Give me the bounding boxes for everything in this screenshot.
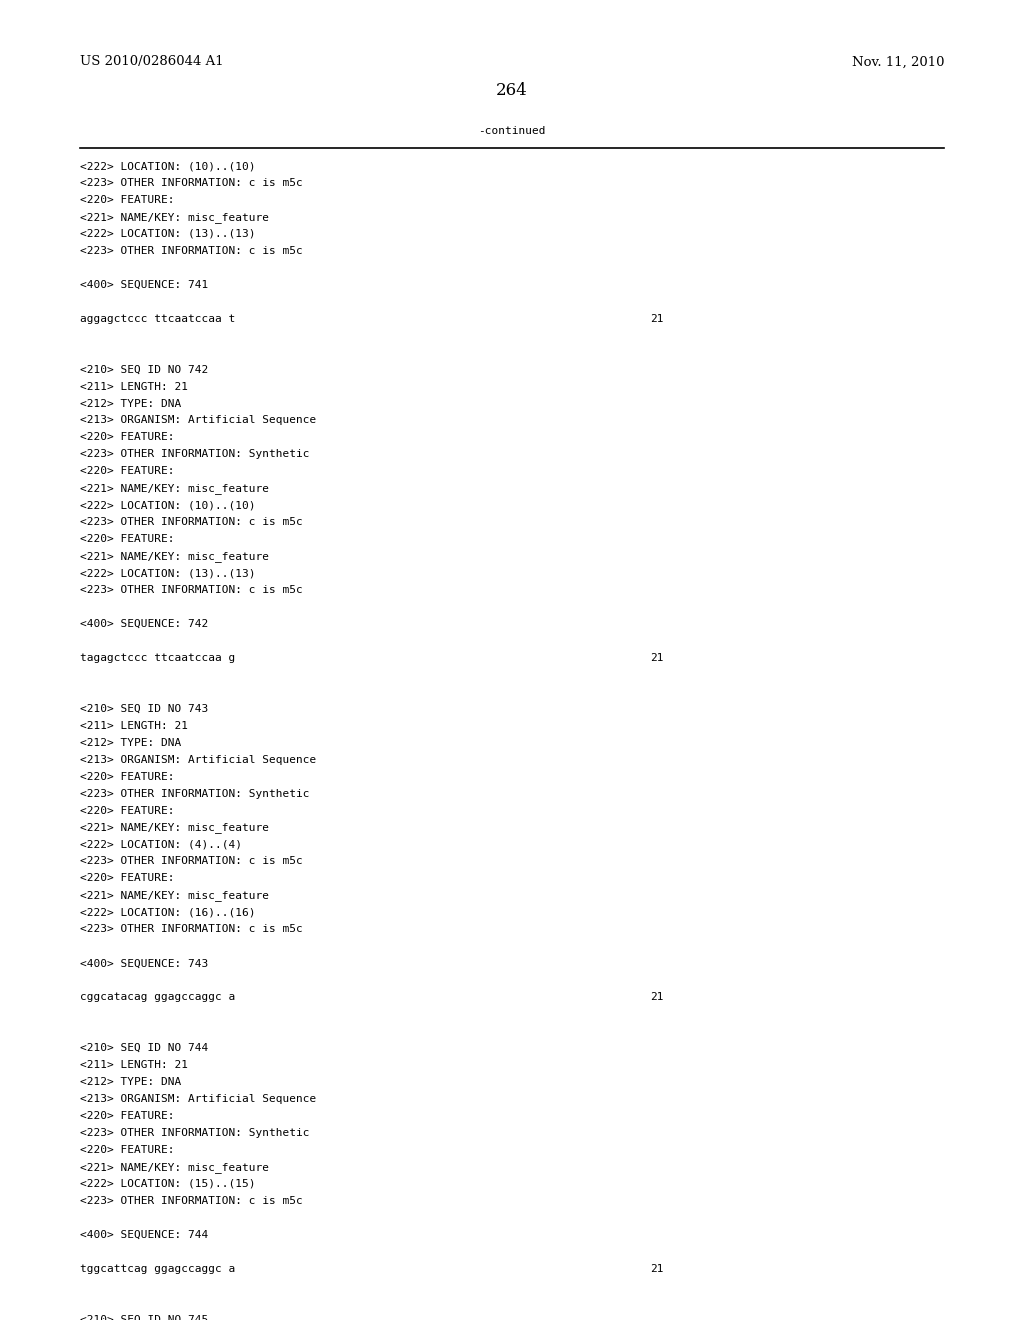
Text: 264: 264 [496,82,528,99]
Text: <400> SEQUENCE: 744: <400> SEQUENCE: 744 [80,1230,208,1239]
Text: <222> LOCATION: (15)..(15): <222> LOCATION: (15)..(15) [80,1179,255,1189]
Text: <210> SEQ ID NO 742: <210> SEQ ID NO 742 [80,364,208,375]
Text: <220> FEATURE:: <220> FEATURE: [80,535,174,544]
Text: <211> LENGTH: 21: <211> LENGTH: 21 [80,1060,187,1071]
Text: <213> ORGANISM: Artificial Sequence: <213> ORGANISM: Artificial Sequence [80,416,316,425]
Text: <223> OTHER INFORMATION: Synthetic: <223> OTHER INFORMATION: Synthetic [80,1127,309,1138]
Text: <223> OTHER INFORMATION: c is m5c: <223> OTHER INFORMATION: c is m5c [80,246,303,256]
Text: <400> SEQUENCE: 743: <400> SEQUENCE: 743 [80,958,208,969]
Text: <212> TYPE: DNA: <212> TYPE: DNA [80,738,181,747]
Text: <213> ORGANISM: Artificial Sequence: <213> ORGANISM: Artificial Sequence [80,755,316,764]
Text: <221> NAME/KEY: misc_feature: <221> NAME/KEY: misc_feature [80,483,269,494]
Text: <223> OTHER INFORMATION: c is m5c: <223> OTHER INFORMATION: c is m5c [80,1196,303,1205]
Text: <222> LOCATION: (4)..(4): <222> LOCATION: (4)..(4) [80,840,242,850]
Text: <222> LOCATION: (10)..(10): <222> LOCATION: (10)..(10) [80,500,255,511]
Text: <220> FEATURE:: <220> FEATURE: [80,195,174,205]
Text: cggcatacag ggagccaggc a: cggcatacag ggagccaggc a [80,993,236,1002]
Text: <221> NAME/KEY: misc_feature: <221> NAME/KEY: misc_feature [80,891,269,902]
Text: <222> LOCATION: (13)..(13): <222> LOCATION: (13)..(13) [80,568,255,578]
Text: <220> FEATURE:: <220> FEATURE: [80,466,174,477]
Text: <220> FEATURE:: <220> FEATURE: [80,874,174,883]
Text: <211> LENGTH: 21: <211> LENGTH: 21 [80,381,187,392]
Text: <223> OTHER INFORMATION: Synthetic: <223> OTHER INFORMATION: Synthetic [80,449,309,459]
Text: <220> FEATURE:: <220> FEATURE: [80,772,174,781]
Text: <222> LOCATION: (13)..(13): <222> LOCATION: (13)..(13) [80,228,255,239]
Text: aggagctccc ttcaatccaa t: aggagctccc ttcaatccaa t [80,314,236,323]
Text: <222> LOCATION: (10)..(10): <222> LOCATION: (10)..(10) [80,161,255,172]
Text: <221> NAME/KEY: misc_feature: <221> NAME/KEY: misc_feature [80,822,269,833]
Text: <220> FEATURE:: <220> FEATURE: [80,1144,174,1155]
Text: 21: 21 [650,1263,664,1274]
Text: 21: 21 [650,993,664,1002]
Text: <223> OTHER INFORMATION: c is m5c: <223> OTHER INFORMATION: c is m5c [80,924,303,935]
Text: <223> OTHER INFORMATION: c is m5c: <223> OTHER INFORMATION: c is m5c [80,585,303,595]
Text: <222> LOCATION: (16)..(16): <222> LOCATION: (16)..(16) [80,907,255,917]
Text: <213> ORGANISM: Artificial Sequence: <213> ORGANISM: Artificial Sequence [80,1094,316,1104]
Text: <212> TYPE: DNA: <212> TYPE: DNA [80,399,181,408]
Text: <221> NAME/KEY: misc_feature: <221> NAME/KEY: misc_feature [80,213,269,223]
Text: <210> SEQ ID NO 744: <210> SEQ ID NO 744 [80,1043,208,1053]
Text: <212> TYPE: DNA: <212> TYPE: DNA [80,1077,181,1086]
Text: <221> NAME/KEY: misc_feature: <221> NAME/KEY: misc_feature [80,552,269,562]
Text: <211> LENGTH: 21: <211> LENGTH: 21 [80,721,187,731]
Text: <223> OTHER INFORMATION: c is m5c: <223> OTHER INFORMATION: c is m5c [80,517,303,527]
Text: US 2010/0286044 A1: US 2010/0286044 A1 [80,55,223,69]
Text: <210> SEQ ID NO 743: <210> SEQ ID NO 743 [80,704,208,714]
Text: <400> SEQUENCE: 742: <400> SEQUENCE: 742 [80,619,208,630]
Text: <221> NAME/KEY: misc_feature: <221> NAME/KEY: misc_feature [80,1162,269,1172]
Text: -continued: -continued [478,125,546,136]
Text: 21: 21 [650,314,664,323]
Text: <400> SEQUENCE: 741: <400> SEQUENCE: 741 [80,280,208,290]
Text: <223> OTHER INFORMATION: Synthetic: <223> OTHER INFORMATION: Synthetic [80,788,309,799]
Text: <220> FEATURE:: <220> FEATURE: [80,433,174,442]
Text: <220> FEATURE:: <220> FEATURE: [80,805,174,816]
Text: Nov. 11, 2010: Nov. 11, 2010 [852,55,944,69]
Text: <223> OTHER INFORMATION: c is m5c: <223> OTHER INFORMATION: c is m5c [80,857,303,866]
Text: <223> OTHER INFORMATION: c is m5c: <223> OTHER INFORMATION: c is m5c [80,178,303,187]
Text: 21: 21 [650,653,664,663]
Text: tagagctccc ttcaatccaa g: tagagctccc ttcaatccaa g [80,653,236,663]
Text: <220> FEATURE:: <220> FEATURE: [80,1111,174,1121]
Text: tggcattcag ggagccaggc a: tggcattcag ggagccaggc a [80,1263,236,1274]
Text: <210> SEQ ID NO 745: <210> SEQ ID NO 745 [80,1315,208,1320]
